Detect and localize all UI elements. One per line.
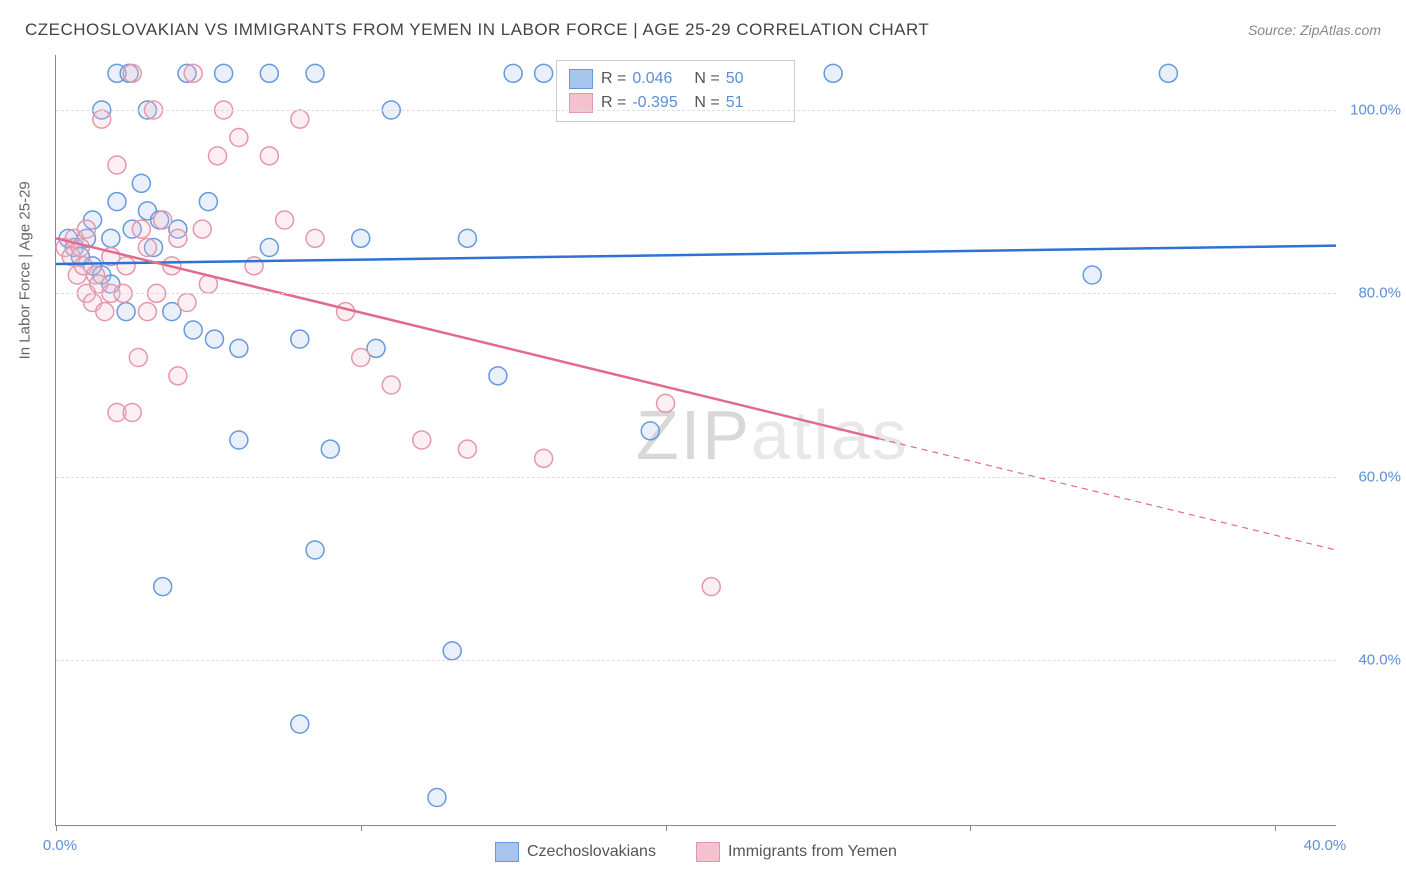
chart-title: CZECHOSLOVAKIAN VS IMMIGRANTS FROM YEMEN… — [25, 20, 929, 40]
y-tick-label: 100.0% — [1350, 102, 1401, 119]
trend-line — [56, 238, 879, 438]
trend-line — [56, 246, 1336, 264]
bottom-legend: Czechoslovakians Immigrants from Yemen — [495, 842, 897, 862]
scatter-point — [205, 330, 223, 348]
scatter-point — [245, 257, 263, 275]
scatter-point — [657, 394, 675, 412]
legend-item: Immigrants from Yemen — [696, 842, 897, 862]
scatter-point — [138, 303, 156, 321]
x-tick — [361, 825, 362, 831]
scatter-point — [702, 578, 720, 596]
scatter-point — [260, 147, 278, 165]
scatter-point — [1083, 266, 1101, 284]
scatter-point — [193, 220, 211, 238]
scatter-point — [535, 449, 553, 467]
scatter-point — [154, 211, 172, 229]
x-tick — [1275, 825, 1276, 831]
legend-label: Immigrants from Yemen — [728, 843, 897, 861]
scatter-point — [108, 156, 126, 174]
scatter-point — [291, 330, 309, 348]
plot-area: ZIPatlas R = 0.046 N = 50R = -0.395 N = … — [55, 55, 1336, 826]
scatter-point — [1159, 64, 1177, 82]
scatter-point — [489, 367, 507, 385]
scatter-point — [102, 229, 120, 247]
scatter-point — [169, 367, 187, 385]
scatter-point — [291, 110, 309, 128]
x-tick — [970, 825, 971, 831]
x-tick-label: 40.0% — [1304, 837, 1347, 854]
x-tick — [56, 825, 57, 831]
scatter-point — [306, 229, 324, 247]
scatter-point — [306, 64, 324, 82]
scatter-point — [178, 294, 196, 312]
scatter-point — [352, 229, 370, 247]
scatter-point — [230, 431, 248, 449]
scatter-point — [169, 229, 187, 247]
gridline — [56, 477, 1336, 478]
scatter-point — [132, 220, 150, 238]
scatter-point — [154, 578, 172, 596]
gridline — [56, 293, 1336, 294]
scatter-point — [337, 303, 355, 321]
scatter-point — [428, 789, 446, 807]
y-tick-label: 60.0% — [1358, 468, 1401, 485]
scatter-point — [117, 257, 135, 275]
y-axis-label: In Labor Force | Age 25-29 — [17, 181, 34, 359]
scatter-point — [443, 642, 461, 660]
trend-line-dashed — [879, 439, 1336, 550]
legend-swatch — [569, 69, 593, 89]
scatter-point — [504, 64, 522, 82]
legend-item: Czechoslovakians — [495, 842, 656, 862]
scatter-point — [77, 220, 95, 238]
scatter-point — [291, 715, 309, 733]
chart-svg — [56, 55, 1336, 825]
legend-swatch — [696, 842, 720, 862]
scatter-point — [184, 64, 202, 82]
legend-label: Czechoslovakians — [527, 843, 656, 861]
gridline — [56, 660, 1336, 661]
scatter-point — [352, 349, 370, 367]
legend-stat-row: R = -0.395 N = 51 — [569, 91, 782, 115]
x-tick-label: 0.0% — [43, 837, 77, 854]
scatter-point — [321, 440, 339, 458]
scatter-point — [93, 110, 111, 128]
scatter-point — [117, 303, 135, 321]
scatter-point — [184, 321, 202, 339]
y-tick-label: 40.0% — [1358, 652, 1401, 669]
scatter-point — [276, 211, 294, 229]
scatter-point — [199, 193, 217, 211]
scatter-point — [108, 193, 126, 211]
scatter-point — [123, 404, 141, 422]
scatter-point — [458, 229, 476, 247]
legend-stat-text: R = 0.046 N = 50 — [601, 70, 782, 88]
scatter-point — [209, 147, 227, 165]
scatter-point — [824, 64, 842, 82]
y-tick-label: 80.0% — [1358, 285, 1401, 302]
scatter-point — [71, 239, 89, 257]
x-tick — [666, 825, 667, 831]
scatter-point — [123, 64, 141, 82]
scatter-point — [260, 64, 278, 82]
scatter-point — [535, 64, 553, 82]
scatter-point — [413, 431, 431, 449]
scatter-point — [132, 174, 150, 192]
scatter-point — [306, 541, 324, 559]
scatter-point — [138, 239, 156, 257]
legend-swatch — [495, 842, 519, 862]
scatter-point — [129, 349, 147, 367]
scatter-point — [641, 422, 659, 440]
scatter-point — [215, 64, 233, 82]
scatter-point — [230, 339, 248, 357]
scatter-point — [458, 440, 476, 458]
scatter-point — [260, 239, 278, 257]
scatter-point — [230, 129, 248, 147]
scatter-point — [96, 303, 114, 321]
legend-stat-row: R = 0.046 N = 50 — [569, 67, 782, 91]
gridline — [56, 110, 1336, 111]
legend-stats: R = 0.046 N = 50 R = -0.395 N = 51 — [556, 60, 795, 122]
source-label: Source: ZipAtlas.com — [1248, 22, 1381, 38]
scatter-point — [382, 376, 400, 394]
